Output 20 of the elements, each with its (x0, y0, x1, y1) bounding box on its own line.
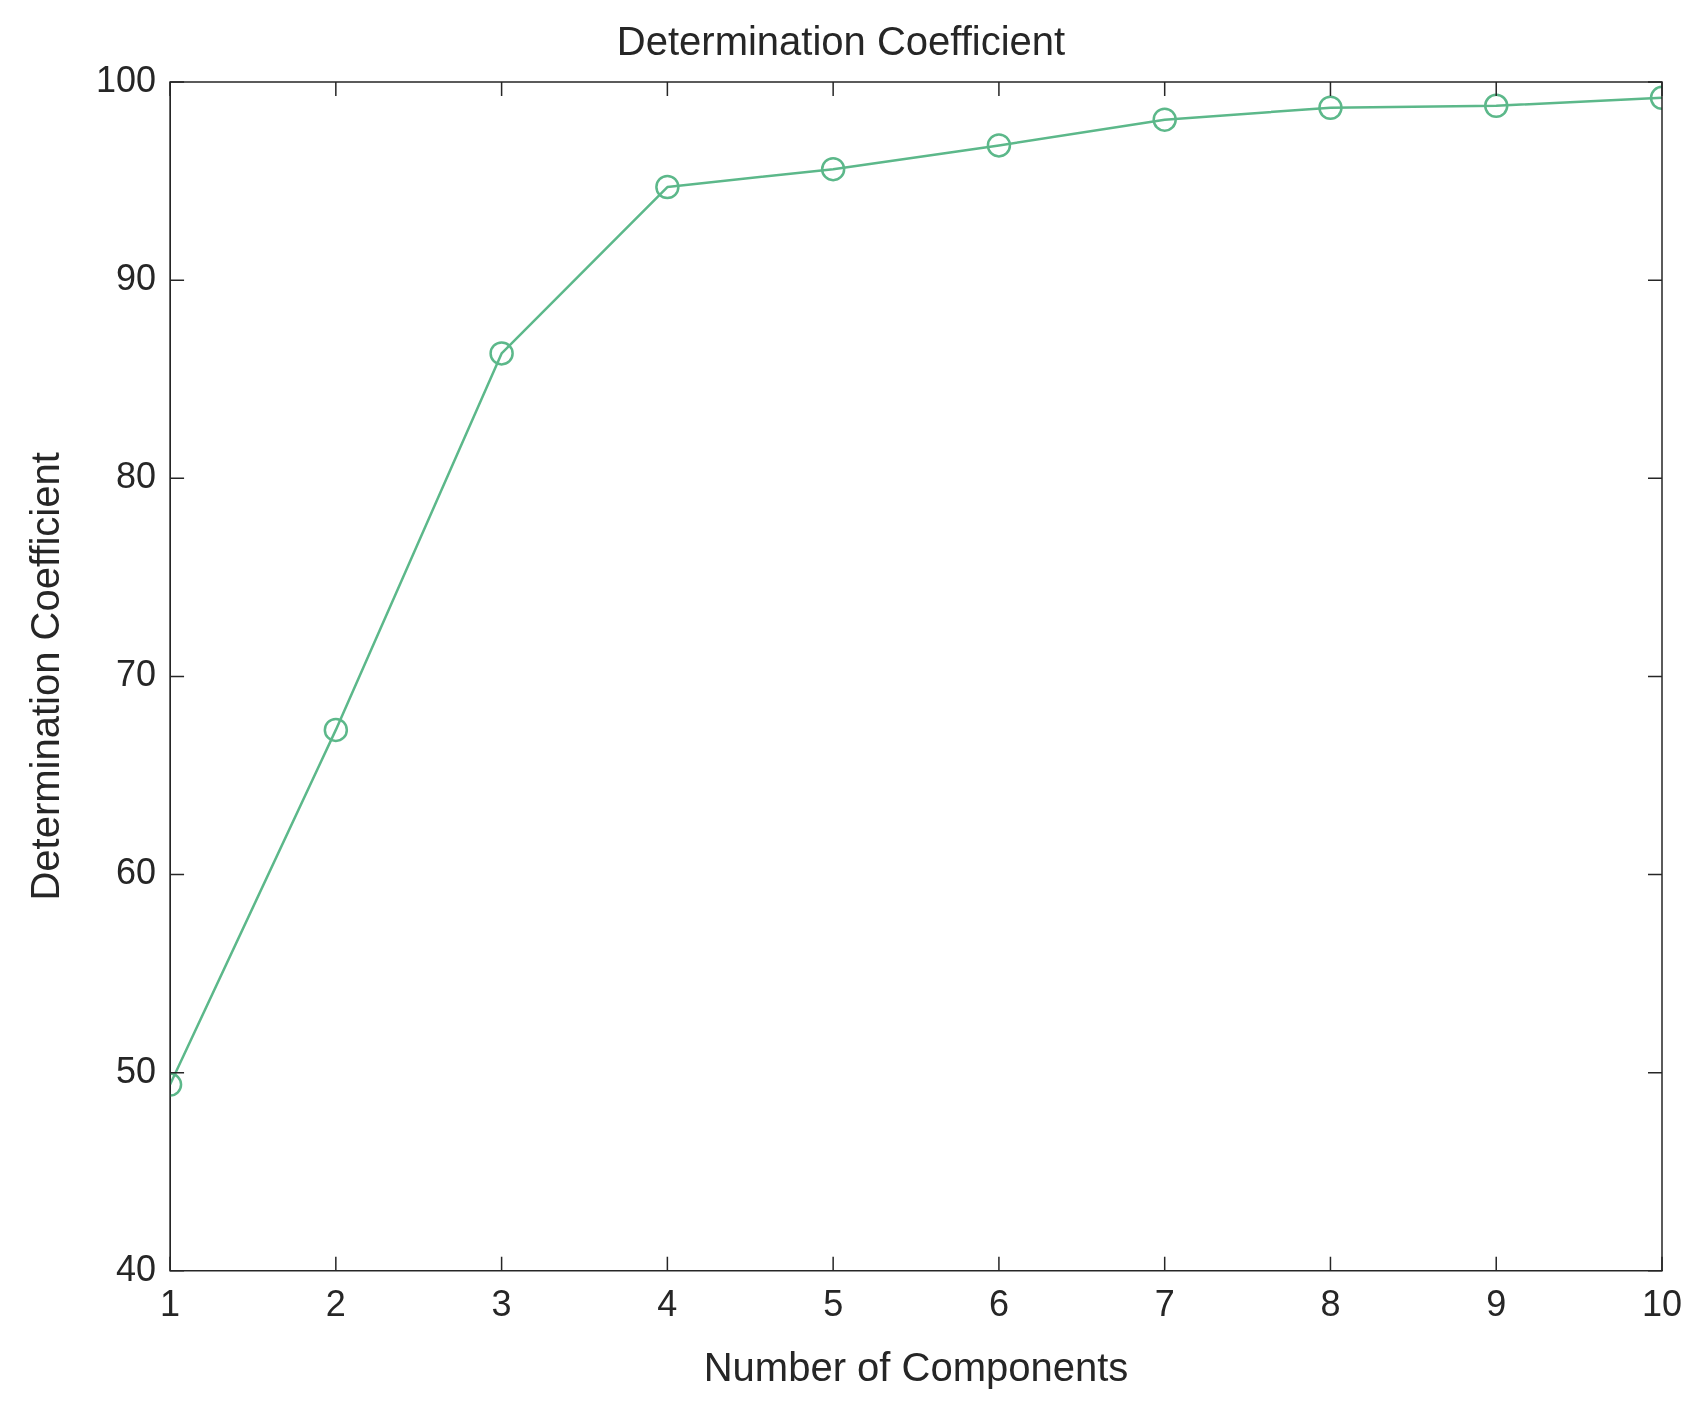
x-tick-label: 9 (1486, 1283, 1507, 1325)
x-tick-label: 7 (1154, 1283, 1175, 1325)
y-axis-title: Determination Coefficient (23, 452, 68, 901)
x-tick-label: 4 (657, 1283, 678, 1325)
y-tick-label: 80 (116, 455, 157, 497)
x-tick-label: 6 (988, 1283, 1009, 1325)
x-tick-label: 10 (1641, 1283, 1683, 1325)
y-tick-label: 50 (116, 1049, 157, 1091)
x-tick-label: 8 (1320, 1283, 1341, 1325)
chart-title: Determination Coefficient (616, 19, 1066, 64)
y-tick-label: 90 (116, 257, 157, 299)
y-tick-label: 40 (116, 1247, 157, 1289)
y-tick-label: 70 (116, 653, 157, 695)
y-tick-label: 100 (95, 58, 157, 100)
x-tick-label: 5 (823, 1283, 844, 1325)
y-tick-label: 60 (116, 851, 157, 893)
x-tick-label: 3 (491, 1283, 512, 1325)
x-tick-label: 1 (160, 1283, 181, 1325)
x-tick-label: 2 (325, 1283, 346, 1325)
x-axis-title: Number of Components (703, 1345, 1129, 1390)
